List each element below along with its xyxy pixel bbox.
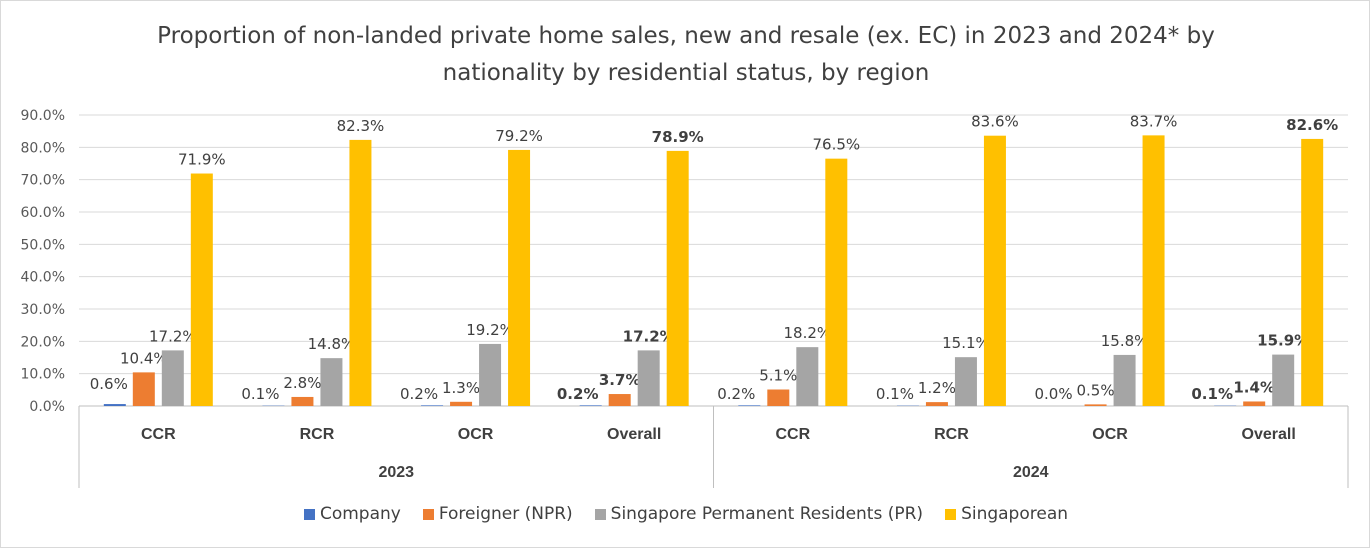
data-label: 1.4% bbox=[1233, 378, 1275, 396]
data-label: 0.1% bbox=[241, 385, 279, 403]
group-label: 2024 bbox=[1013, 464, 1049, 481]
legend-label-singaporean: Singaporean bbox=[961, 504, 1068, 524]
bar-singaporean bbox=[191, 174, 213, 406]
bar-singapore-permanent-residents-pr bbox=[796, 347, 818, 406]
chart-legend: Company Foreigner (NPR) Singapore Perman… bbox=[1, 504, 1370, 524]
bar-foreigner-npr bbox=[291, 397, 313, 406]
bar-foreigner-npr bbox=[609, 394, 631, 406]
data-label: 83.7% bbox=[1130, 112, 1178, 130]
bar-singaporean bbox=[349, 140, 371, 406]
legend-label-foreigner: Foreigner (NPR) bbox=[439, 504, 573, 524]
category-label: CCR bbox=[775, 426, 810, 443]
legend-item-foreigner: Foreigner (NPR) bbox=[423, 504, 573, 524]
data-label: 83.6% bbox=[971, 113, 1019, 131]
legend-swatch-pr bbox=[595, 509, 606, 520]
bar-foreigner-npr bbox=[450, 402, 472, 406]
data-label: 0.1% bbox=[1191, 385, 1233, 403]
data-label: 71.9% bbox=[178, 151, 226, 169]
bar-company bbox=[104, 404, 126, 406]
data-label: 79.2% bbox=[495, 127, 543, 145]
y-tick-label: 0.0% bbox=[29, 399, 65, 415]
bar-foreigner-npr bbox=[926, 402, 948, 406]
data-label: 0.2% bbox=[557, 385, 599, 403]
bar-singaporean bbox=[667, 151, 689, 406]
data-label: 18.2% bbox=[783, 324, 831, 342]
bar-company bbox=[421, 405, 443, 406]
data-label: 1.2% bbox=[918, 379, 956, 397]
y-tick-label: 70.0% bbox=[21, 173, 65, 189]
data-label: 15.8% bbox=[1101, 332, 1149, 350]
data-label: 2.8% bbox=[283, 374, 321, 392]
bar-singaporean bbox=[984, 136, 1006, 406]
category-label: CCR bbox=[141, 426, 176, 443]
y-tick-label: 20.0% bbox=[21, 334, 65, 350]
bar-foreigner-npr bbox=[133, 372, 155, 406]
bar-singapore-permanent-residents-pr bbox=[638, 350, 660, 406]
category-label: OCR bbox=[458, 426, 494, 443]
data-label: 76.5% bbox=[812, 136, 860, 154]
legend-item-company: Company bbox=[304, 504, 401, 524]
data-label: 1.3% bbox=[442, 379, 480, 397]
data-label: 10.4% bbox=[120, 349, 168, 367]
category-label: RCR bbox=[300, 426, 335, 443]
data-label: 19.2% bbox=[466, 321, 514, 339]
category-label: Overall bbox=[1242, 426, 1296, 443]
legend-label-company: Company bbox=[320, 504, 401, 524]
group-label: 2023 bbox=[378, 464, 414, 481]
category-label: Overall bbox=[607, 426, 661, 443]
data-label: 82.3% bbox=[337, 117, 385, 135]
bar-foreigner-npr bbox=[1085, 404, 1107, 406]
bar-singaporean bbox=[825, 159, 847, 406]
y-tick-label: 30.0% bbox=[21, 302, 65, 318]
bar-singapore-permanent-residents-pr bbox=[479, 344, 501, 406]
legend-item-pr: Singapore Permanent Residents (PR) bbox=[595, 504, 923, 524]
data-label: 0.1% bbox=[876, 385, 914, 403]
category-label: RCR bbox=[934, 426, 969, 443]
y-tick-label: 60.0% bbox=[21, 205, 65, 221]
data-label: 15.1% bbox=[942, 334, 990, 352]
y-tick-label: 90.0% bbox=[21, 108, 65, 124]
bar-singapore-permanent-residents-pr bbox=[162, 350, 184, 406]
y-tick-label: 10.0% bbox=[21, 367, 65, 383]
bar-singapore-permanent-residents-pr bbox=[955, 357, 977, 406]
data-label: 82.6% bbox=[1286, 116, 1338, 134]
data-label: 3.7% bbox=[599, 371, 641, 389]
bar-singaporean bbox=[508, 150, 530, 406]
data-label: 17.2% bbox=[149, 327, 197, 345]
data-label: 5.1% bbox=[759, 367, 797, 385]
y-tick-label: 40.0% bbox=[21, 270, 65, 286]
legend-item-singaporean: Singaporean bbox=[945, 504, 1068, 524]
bar-singapore-permanent-residents-pr bbox=[1114, 355, 1136, 406]
y-tick-label: 50.0% bbox=[21, 237, 65, 253]
data-label: 0.5% bbox=[1077, 381, 1115, 399]
category-label: OCR bbox=[1092, 426, 1128, 443]
bar-foreigner-npr bbox=[1243, 401, 1265, 406]
legend-label-pr: Singapore Permanent Residents (PR) bbox=[611, 504, 923, 524]
data-label: 14.8% bbox=[308, 335, 356, 353]
data-label: 0.0% bbox=[1035, 385, 1073, 403]
data-label: 0.2% bbox=[400, 385, 438, 403]
bar-company bbox=[738, 405, 760, 406]
y-tick-label: 80.0% bbox=[21, 140, 65, 156]
bar-singapore-permanent-residents-pr bbox=[1272, 355, 1294, 406]
bar-singaporean bbox=[1301, 139, 1323, 406]
bar-singaporean bbox=[1143, 135, 1165, 406]
legend-swatch-foreigner bbox=[423, 509, 434, 520]
bar-singapore-permanent-residents-pr bbox=[320, 358, 342, 406]
bar-company bbox=[580, 405, 602, 406]
data-label: 78.9% bbox=[652, 128, 704, 146]
data-label: 0.6% bbox=[90, 375, 128, 393]
bar-foreigner-npr bbox=[767, 390, 789, 406]
legend-swatch-singaporean bbox=[945, 509, 956, 520]
legend-swatch-company bbox=[304, 509, 315, 520]
data-label: 0.2% bbox=[717, 385, 755, 403]
